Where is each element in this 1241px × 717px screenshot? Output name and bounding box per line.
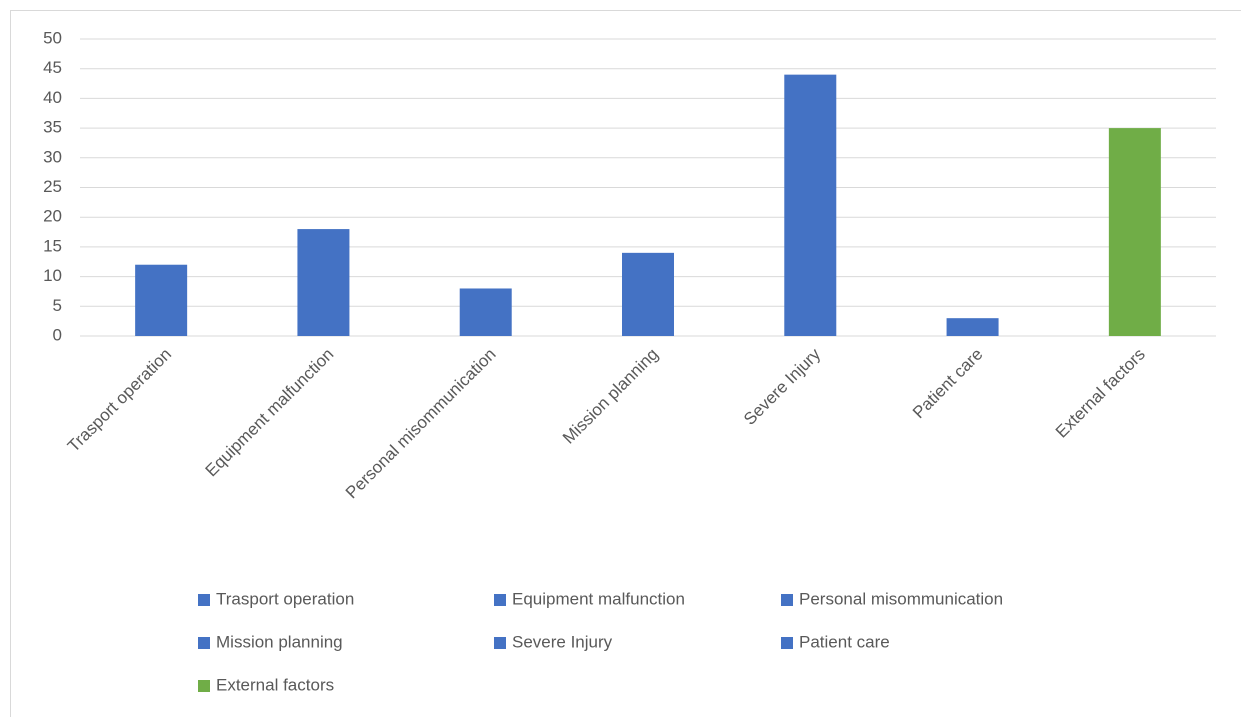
bar [622,252,674,336]
chart-border [10,10,1241,717]
x-tick-label: Severe Injury [740,344,825,429]
y-tick-label: 20 [43,207,62,226]
legend-label: External factors [216,675,334,694]
y-tick-label: 5 [53,296,62,315]
y-tick-label: 30 [43,147,62,166]
bar [784,74,837,336]
legend-swatch [781,637,793,649]
y-tick-label: 10 [43,266,62,285]
y-tick-label: 15 [43,236,62,255]
legend-label: Trasport operation [216,589,354,608]
y-tick-label: 0 [53,325,62,344]
y-tick-label: 35 [43,118,62,137]
x-tick-label: External factors [1052,345,1149,442]
legend-label: Patient care [799,632,890,651]
legend-swatch [198,594,210,606]
legend-swatch [494,637,506,649]
y-tick-label: 40 [43,88,62,107]
legend-swatch [781,594,793,606]
legend-swatch [198,680,210,692]
legend-label: Severe Injury [512,632,613,651]
bar [459,288,512,336]
y-tick-label: 25 [43,177,62,196]
y-tick-label: 45 [43,58,62,77]
bar [297,229,350,336]
legend-label: Mission planning [216,632,343,651]
x-tick-label: Trasport operation [64,345,175,456]
legend-label: Equipment malfunction [512,589,685,608]
bar [946,318,999,336]
x-tick-label: Mission planning [559,345,662,448]
legend-swatch [494,594,506,606]
bar [1108,128,1161,336]
y-tick-label: 50 [43,28,62,47]
bar [135,264,188,336]
legend-label: Personal misommunication [799,589,1003,608]
x-tick-label: Patient care [909,345,987,423]
x-tick-label: Equipment malfunction [202,345,338,481]
x-tick-label: Personal misommunication [342,345,500,503]
legend-swatch [198,637,210,649]
